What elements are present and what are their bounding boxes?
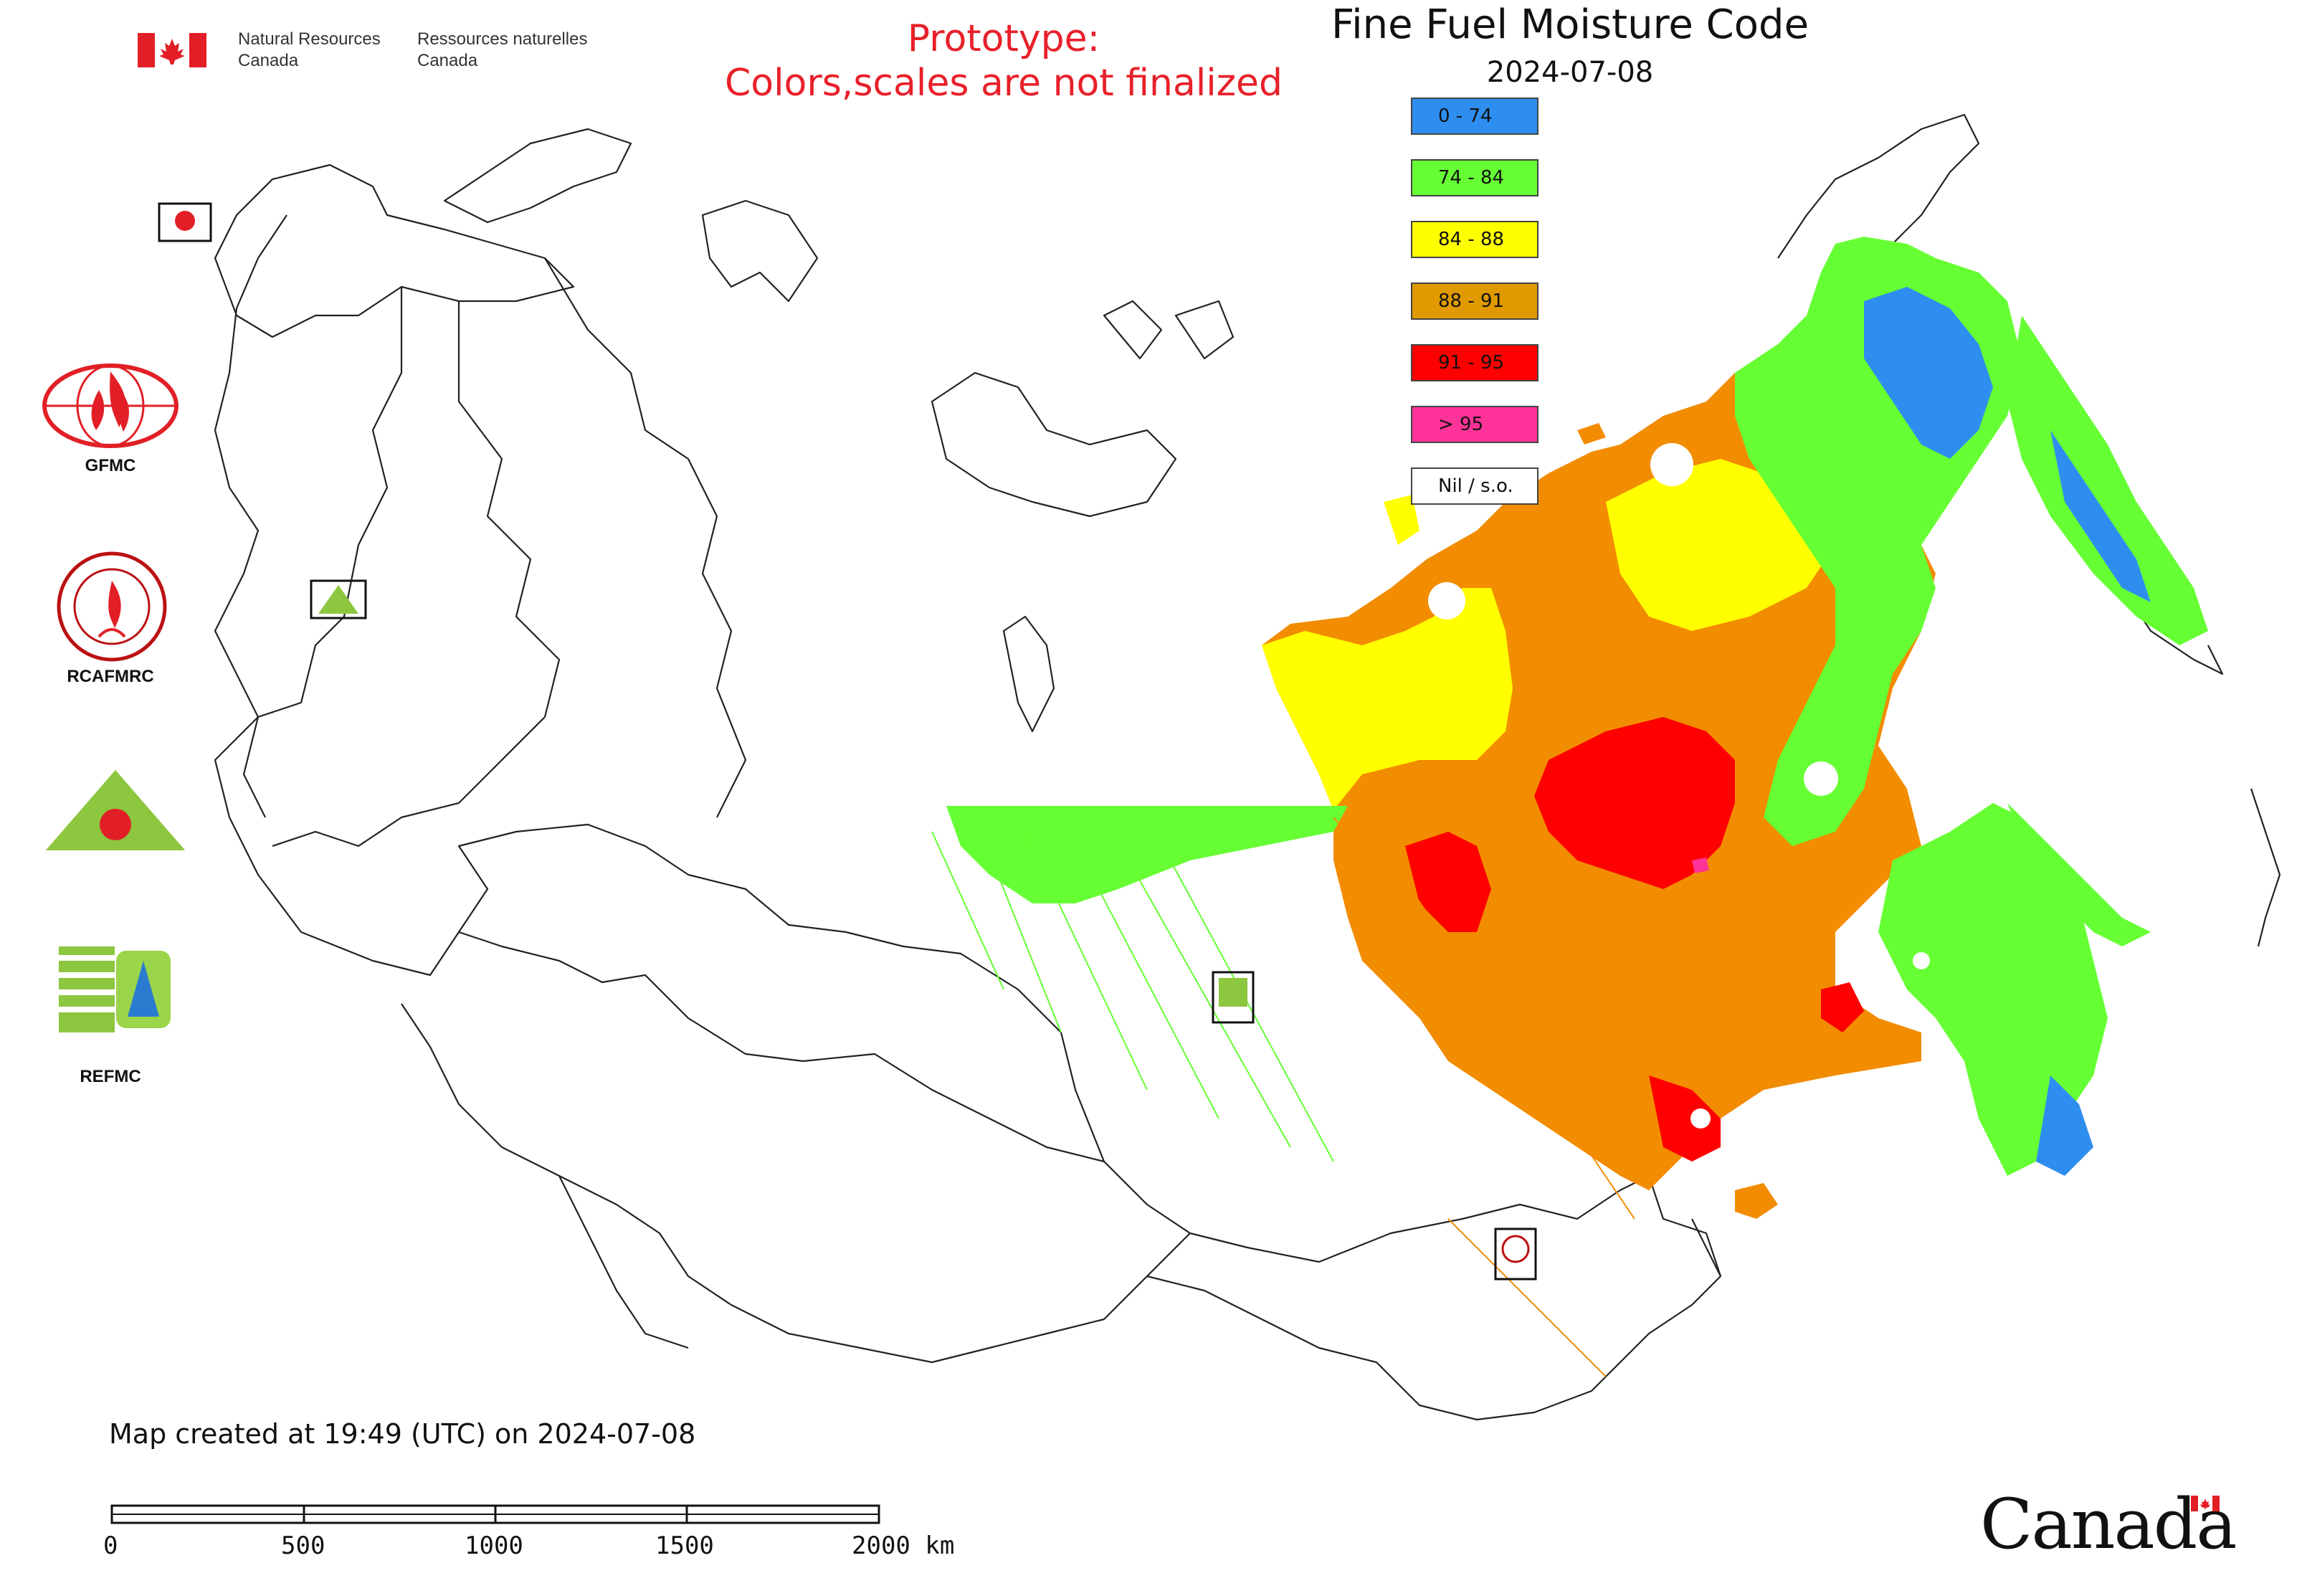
marker-rcafmrc-icon — [1501, 1235, 1530, 1263]
boundary-chukotka — [1777, 113, 1980, 273]
boundary-taymyr — [931, 371, 1177, 518]
legend-item-91-95: 91 - 95 — [1411, 344, 1538, 381]
rcafmrc-seal-icon — [57, 551, 167, 662]
reefmc-triangle-icon — [39, 770, 192, 872]
scale-label-500: 500 — [281, 1531, 325, 1560]
wordmark-flag-icon — [2191, 1496, 2220, 1514]
nil-hole-2 — [1428, 582, 1465, 619]
zone-74-84-band — [946, 806, 1348, 903]
zone-91-95-central — [1534, 717, 1735, 889]
boundary-western-russia — [257, 287, 561, 847]
nrcan-english: Natural Resources Canada — [238, 29, 381, 72]
legend-label: Nil / s.o. — [1438, 475, 1513, 497]
legend-item-nil: Nil / s.o. — [1411, 467, 1538, 505]
zone-91-95-west — [1405, 832, 1491, 932]
legend-label: 74 - 84 — [1438, 167, 1505, 189]
gfmc-label: GFMC — [85, 456, 136, 475]
station-markers — [158, 202, 1537, 1281]
patch-orange-korea — [1735, 1183, 1778, 1219]
nrcan-french: Ressources naturelles Canada — [417, 29, 587, 72]
zone-91-95-se — [1821, 982, 1864, 1032]
canada-flag-icon — [138, 33, 206, 67]
boundary-northwest — [214, 163, 575, 338]
scale-label-1500: 1500 — [655, 1531, 714, 1560]
map-title: Fine Fuel Moisture Code — [1331, 1, 1809, 48]
scale-label-1000: 1000 — [465, 1531, 523, 1560]
refmc-label: REFMC — [80, 1067, 141, 1086]
boundary-kazakhstan — [457, 823, 1105, 1162]
marker-rcafmrc — [1494, 1227, 1537, 1281]
stripe-artifacts-orange — [1333, 817, 1650, 1377]
nrcan-en-line1: Natural Resources — [238, 29, 381, 49]
marker-reefmc — [310, 579, 367, 619]
patch-orange-north — [1577, 423, 1606, 445]
zone-74-84-kamchatka — [2007, 315, 2208, 645]
prototype-notice-line2: Colors,scales are not finalized — [724, 62, 1283, 105]
boundary-south — [214, 716, 1650, 1263]
ffmc-data — [931, 237, 2208, 1377]
boundary-severnaya — [1103, 300, 1235, 360]
refmc-sigma-icon — [59, 946, 171, 1032]
boundary-scandinavia — [214, 214, 287, 818]
nil-hole-4 — [1690, 1108, 1711, 1129]
boundary-central-asia — [401, 1003, 1191, 1364]
marker-gfmc-icon — [175, 211, 195, 231]
scale-label-0: 0 — [103, 1531, 118, 1560]
zone-0-74-south — [2036, 1075, 2093, 1176]
map-created-note: Map created at 19:49 (UTC) on 2024-07-08 — [109, 1418, 696, 1450]
boundary-mongolia — [1146, 1175, 1722, 1421]
nrcan-en-line2: Canada — [238, 51, 299, 70]
legend-label: > 95 — [1438, 414, 1484, 435]
zone-91-95-south — [1649, 1075, 1721, 1162]
gfmc-globe-icon — [42, 364, 179, 448]
boundary-novaya-zemlya — [443, 128, 632, 224]
zone-0-74-kamchatka — [2050, 430, 2151, 602]
legend-label: 91 - 95 — [1438, 352, 1505, 374]
boundary-urals — [544, 257, 747, 818]
scale-bar — [110, 1503, 885, 1531]
marker-reefmc-icon — [318, 585, 358, 614]
nrcan-fr-line1: Ressources naturelles — [417, 29, 588, 49]
zone-84-88-west — [1262, 588, 1513, 810]
map-date: 2024-07-08 — [1486, 56, 1654, 89]
legend-label: 88 - 91 — [1438, 290, 1505, 312]
legend-label: 84 - 88 — [1438, 229, 1505, 250]
refmc-logo — [59, 946, 173, 1035]
boundary-sakhalin — [2250, 788, 2281, 947]
reefmc-logo — [39, 767, 192, 876]
prototype-notice-line1: Prototype: — [907, 17, 1100, 60]
marker-refmc — [1212, 971, 1255, 1024]
zone-0-74-north — [1864, 287, 1993, 459]
station-marker-icons — [175, 211, 1530, 1263]
nil-hole-1 — [1650, 443, 1693, 486]
gfmc-logo — [39, 361, 182, 457]
rcafmrc-logo — [56, 551, 168, 665]
rcafmrc-label: RCAFMRC — [67, 667, 154, 686]
nil-hole-3 — [1804, 761, 1838, 796]
legend-item-88-91: 88 - 91 — [1411, 282, 1538, 320]
zone-74-84-sakhalin — [2007, 803, 2151, 946]
nil-hole-5 — [1913, 952, 1930, 969]
legend-item-0-74: 0 - 74 — [1411, 98, 1538, 135]
patch-yellow-north — [1384, 495, 1419, 545]
marker-refmc-icon — [1219, 978, 1247, 1007]
scale-label-2000: 2000 km — [852, 1531, 955, 1560]
legend-item-84-88: 84 - 88 — [1411, 221, 1538, 258]
nrcan-fr-line2: Canada — [417, 51, 478, 70]
legend-label: 0 - 74 — [1438, 105, 1493, 127]
legend-item-over-95: > 95 — [1411, 406, 1538, 443]
zone-over-95 — [1692, 858, 1709, 873]
marker-gfmc — [158, 202, 212, 242]
boundary-lake-baikal — [1002, 615, 1055, 733]
legend-item-74-84: 74 - 84 — [1411, 159, 1538, 196]
boundary-yamal — [701, 199, 819, 303]
